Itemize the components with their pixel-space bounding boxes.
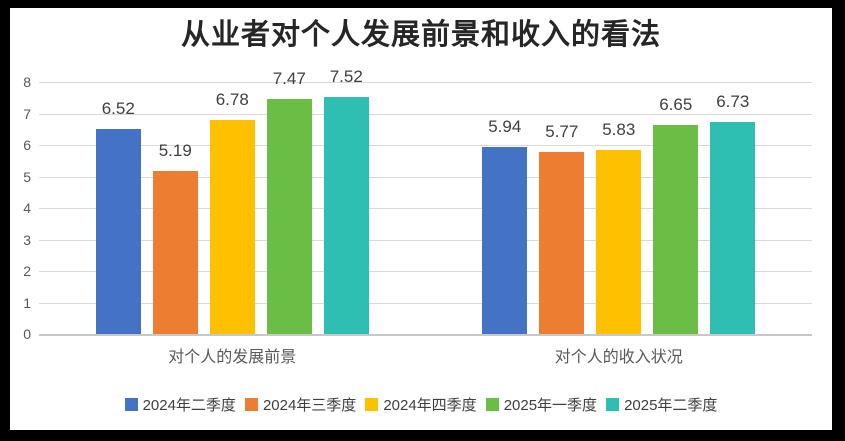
legend-swatch: [244, 398, 258, 411]
bar: [596, 150, 642, 334]
legend-label: 2025年一季度: [503, 397, 598, 414]
gridline: [39, 208, 812, 209]
gridline: [39, 239, 812, 241]
y-tick-label: 4: [23, 200, 31, 216]
gridline: [39, 145, 812, 146]
legend: 2024年二季度 2024年三季度 2024年四季度 2025年一季度 2025年二季度: [10, 394, 832, 415]
legend-item: 2025年一季度: [485, 394, 598, 415]
y-tick-label: 0: [23, 326, 31, 342]
chart-title: 从业者对个人发展前景和收入的看法: [180, 19, 661, 51]
y-tick-label: 2: [23, 263, 31, 279]
y-tick-label: 7: [23, 105, 31, 122]
bar-value-label: 5.83: [602, 120, 636, 140]
legend-label: 2024年二季度: [142, 397, 236, 414]
bar: [323, 97, 369, 334]
y-tick-label: 3: [23, 231, 31, 248]
y-tick-label: 5: [23, 168, 31, 185]
legend-item: 2025年二季度: [606, 394, 717, 415]
y-tick-label: 8: [23, 74, 31, 90]
bar: [653, 124, 699, 334]
y-tick-label: 6: [23, 137, 31, 153]
gridline: [39, 302, 812, 304]
legend-swatch: [124, 398, 138, 411]
bar-value-label: 6.52: [101, 98, 135, 118]
bar: [152, 170, 198, 334]
bar: [266, 98, 312, 334]
legend-item: 2024年二季度: [124, 394, 236, 415]
bar-value-label: 6.73: [716, 92, 750, 111]
legend-swatch: [606, 398, 620, 411]
gridline: [39, 82, 812, 83]
bar-value-label: 5.77: [545, 122, 579, 142]
chart-canvas: 从业者对个人发展前景和收入的看法 0 1 2 3 4 5 6 7 8 6.52 5.19 6.78 7.…: [10, 8, 832, 430]
legend-swatch: [365, 398, 379, 411]
bar-value-label: 7.47: [272, 68, 306, 88]
bar-value-label: 5.94: [488, 116, 522, 136]
bar-value-label: 5.19: [158, 140, 192, 160]
legend-item: 2024年四季度: [365, 394, 477, 415]
legend-item: 2024年三季度: [244, 394, 357, 415]
y-tick-label: 1: [23, 294, 31, 311]
plot-area: 0 1 2 3 4 5 6 7 8 6.52 5.19 6.78 7.47 7.52 对个人的发展前景 5.9…: [10, 8, 832, 430]
gridline: [39, 271, 812, 272]
x-axis-line: [39, 334, 812, 336]
legend-swatch: [485, 398, 499, 411]
x-category-label: 对个人的收入状况: [554, 349, 683, 366]
bar: [539, 152, 585, 334]
legend-label: 2024年三季度: [262, 397, 357, 414]
bar: [95, 128, 141, 334]
bar-value-label: 6.65: [659, 94, 693, 114]
x-category-label: 对个人的发展前景: [168, 349, 297, 366]
bar: [482, 146, 528, 334]
bar-value-label: 6.78: [215, 90, 249, 110]
legend-label: 2024年四季度: [383, 397, 477, 414]
legend-label: 2025年二季度: [624, 397, 718, 414]
bar-value-label: 7.52: [329, 67, 363, 87]
gridline: [39, 176, 812, 178]
bar: [710, 122, 756, 334]
gridline: [39, 113, 812, 115]
bar: [209, 120, 255, 334]
